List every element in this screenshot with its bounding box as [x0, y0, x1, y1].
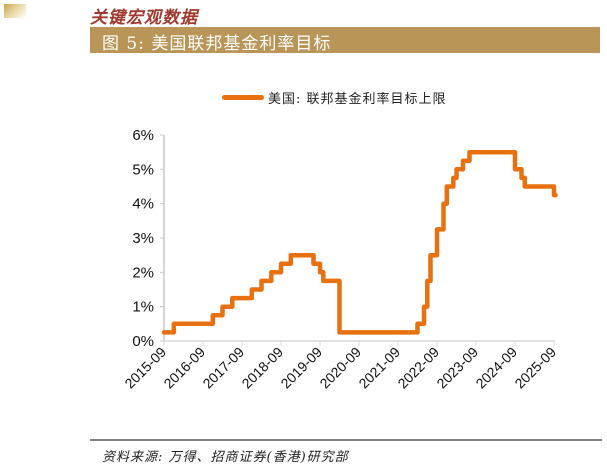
svg-text:2017-09: 2017-09	[199, 344, 247, 392]
svg-text:2022-09: 2022-09	[394, 344, 442, 392]
svg-text:2%: 2%	[132, 264, 154, 281]
legend-line-swatch-icon	[222, 95, 264, 100]
svg-text:5%: 5%	[132, 161, 154, 178]
svg-text:2024-09: 2024-09	[472, 344, 520, 392]
svg-text:4%: 4%	[132, 196, 154, 213]
logo-icon	[4, 4, 26, 18]
x-axis-ticks: 2015-092016-092017-092018-092019-092020-…	[121, 341, 559, 391]
brand-title: 关键宏观数据	[90, 8, 198, 28]
footer-divider	[90, 439, 602, 441]
series-line-fed-funds-upper	[161, 149, 558, 335]
legend-label: 美国: 联邦基金利率目标上限	[268, 92, 447, 107]
svg-text:3%: 3%	[132, 230, 154, 247]
figure-title: 图 5: 美国联邦基金利率目标	[102, 34, 332, 54]
svg-text:2015-09: 2015-09	[121, 344, 169, 392]
svg-text:2023-09: 2023-09	[433, 344, 481, 392]
svg-text:2018-09: 2018-09	[238, 344, 286, 392]
chart-legend: 美国: 联邦基金利率目标上限	[222, 88, 447, 107]
figure-title-band: 图 5: 美国联邦基金利率目标	[90, 27, 600, 54]
svg-text:2025-09: 2025-09	[511, 344, 559, 392]
svg-text:2019-09: 2019-09	[277, 344, 325, 392]
svg-text:2021-09: 2021-09	[355, 344, 403, 392]
svg-text:6%: 6%	[132, 127, 154, 144]
svg-text:2016-09: 2016-09	[160, 344, 208, 392]
y-axis-ticks: 0% 1% 2% 3% 4% 5% 6%	[132, 127, 164, 350]
svg-text:2020-09: 2020-09	[316, 344, 364, 392]
svg-text:0%: 0%	[132, 333, 154, 350]
svg-text:1%: 1%	[132, 299, 154, 316]
source-note: 资料来源: 万得、招商证券(香港)研究部	[102, 450, 349, 465]
